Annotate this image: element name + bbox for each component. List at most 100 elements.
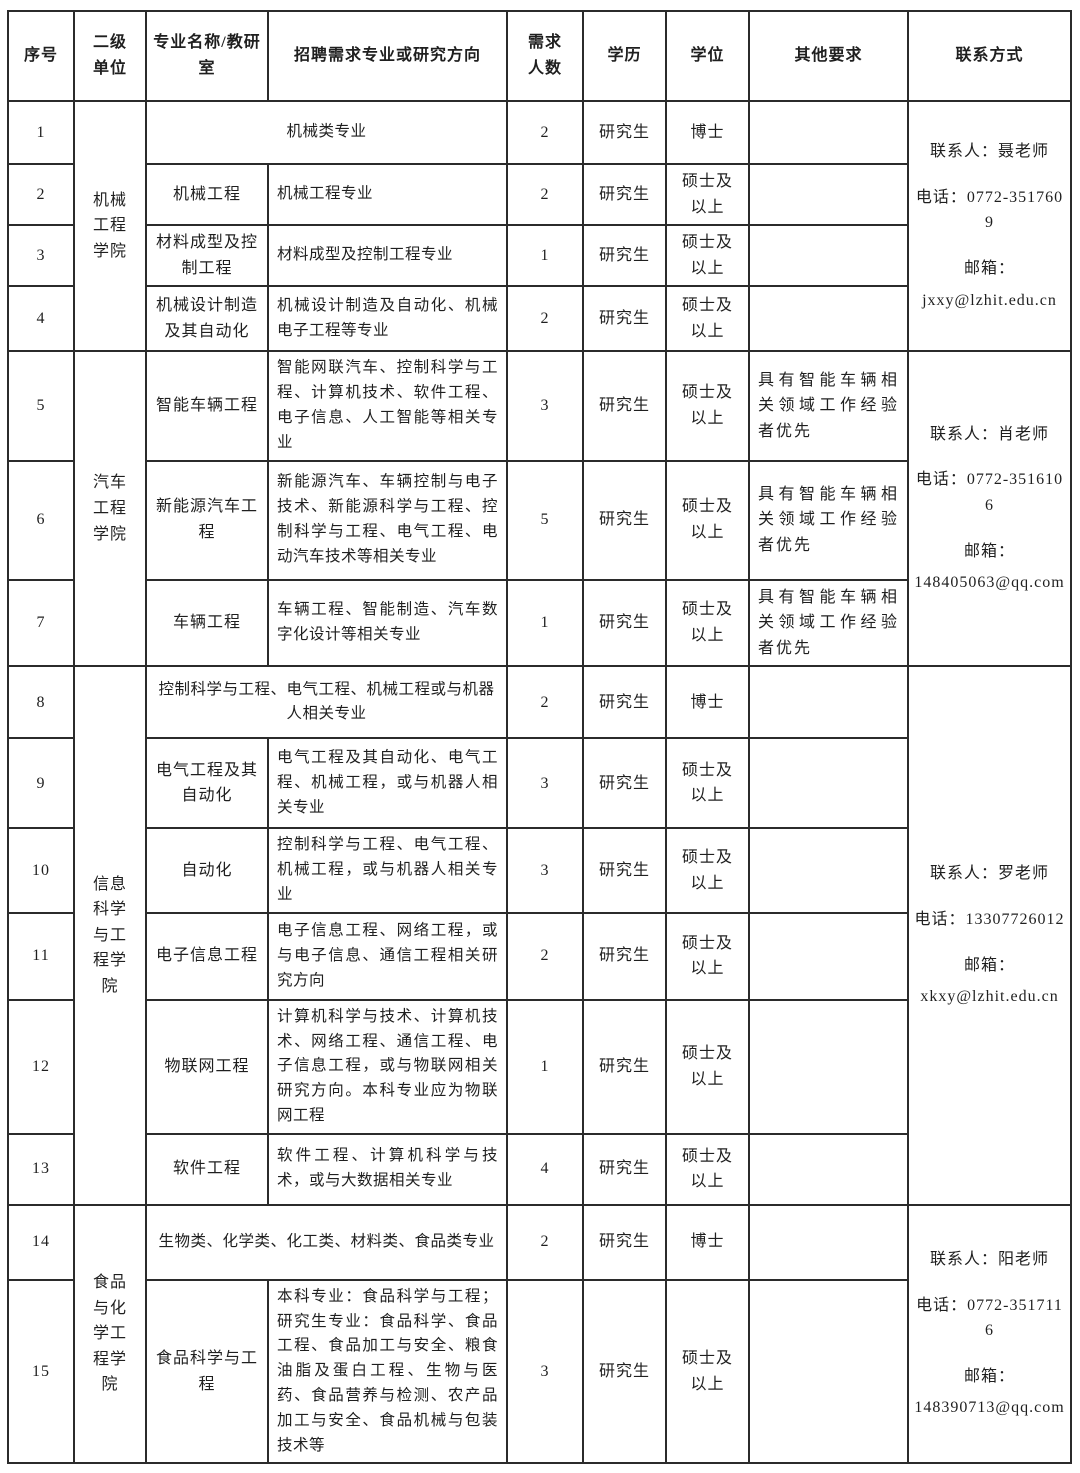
education-cell: 研究生 bbox=[582, 224, 667, 288]
degree-cell: 硕士及以上 bbox=[665, 911, 750, 1001]
header-other: 其他要求 bbox=[748, 10, 909, 102]
other-cell bbox=[748, 100, 909, 165]
major-cell: 电子信息工程 bbox=[145, 911, 269, 1001]
count-cell: 1 bbox=[506, 224, 584, 288]
other-cell bbox=[748, 1278, 909, 1465]
contact-cell: 联系人：罗老师 电话：13307726012 邮箱： xkxy@lzhit.ed… bbox=[907, 665, 1072, 1206]
contact-phone: 电话：0772-3517609 bbox=[915, 188, 1064, 232]
serial-cell: 13 bbox=[7, 1132, 75, 1206]
serial-cell: 8 bbox=[7, 665, 75, 740]
count-cell: 2 bbox=[506, 285, 584, 353]
degree-cell: 硕士及以上 bbox=[665, 578, 750, 668]
other-cell bbox=[748, 665, 909, 740]
major-cell: 电气工程及其自动化 bbox=[145, 737, 269, 830]
degree-cell: 硕士及以上 bbox=[665, 737, 750, 830]
other-cell bbox=[748, 827, 909, 914]
other-cell: 具有智能车辆相关领域工作经验者优先 bbox=[748, 350, 909, 462]
demand-cell: 控制科学与工程、电气工程、机械工程或与机器人相关专业 bbox=[145, 665, 508, 740]
count-cell: 3 bbox=[506, 827, 584, 914]
demand-cell: 车辆工程、智能制造、汽车数字化设计等相关专业 bbox=[267, 578, 508, 668]
count-cell: 2 bbox=[506, 1203, 584, 1281]
serial-cell: 10 bbox=[7, 827, 75, 914]
demand-cell: 软件工程、计算机科学与技术，或与大数据相关专业 bbox=[267, 1132, 508, 1206]
degree-cell: 硕士及以上 bbox=[665, 827, 750, 914]
header-education: 学历 bbox=[582, 10, 667, 102]
table-row: 14 食品与化学工程学院 生物类、化学类、化工类、材料类、食品类专业 2 研究生… bbox=[7, 1203, 1072, 1465]
degree-cell: 硕士及以上 bbox=[665, 1132, 750, 1206]
other-cell bbox=[748, 1132, 909, 1206]
other-cell bbox=[748, 911, 909, 1001]
education-cell: 研究生 bbox=[582, 578, 667, 668]
header-unit: 二级单位 bbox=[73, 10, 147, 102]
count-cell: 3 bbox=[506, 350, 584, 462]
other-cell bbox=[748, 998, 909, 1135]
major-cell: 物联网工程 bbox=[145, 998, 269, 1135]
demand-cell: 智能网联汽车、控制科学与工程、计算机技术、软件工程、电子信息、人工智能等相关专业 bbox=[267, 350, 508, 462]
demand-cell: 控制科学与工程、电气工程、机械工程，或与机器人相关专业 bbox=[267, 827, 508, 914]
contact-block: 联系人：肖老师 电话：0772-3516106 邮箱： 148405063@qq… bbox=[913, 422, 1066, 596]
other-cell bbox=[748, 285, 909, 353]
contact-person: 联系人：肖老师 bbox=[929, 425, 1049, 443]
table-row: 2 机械工程 机械工程专业 2 研究生 硕士及以上 bbox=[7, 162, 1071, 227]
contact-phone: 电话：0772-3516106 bbox=[915, 471, 1064, 515]
education-cell: 研究生 bbox=[582, 911, 667, 1001]
contact-email: 148405063@qq.com bbox=[914, 574, 1065, 592]
serial-cell: 9 bbox=[7, 737, 75, 830]
major-cell: 食品科学与工程 bbox=[145, 1278, 269, 1465]
major-cell: 车辆工程 bbox=[145, 578, 269, 668]
table-row: 9 电气工程及其自动化 电气工程及其自动化、电气工程、机械工程，或与机器人相关专… bbox=[7, 737, 1071, 830]
education-cell: 研究生 bbox=[582, 827, 667, 914]
other-cell: 具有智能车辆相关领域工作经验者优先 bbox=[748, 578, 909, 668]
count-cell: 2 bbox=[506, 162, 584, 227]
serial-cell: 6 bbox=[7, 459, 75, 581]
table-row: 12 物联网工程 计算机科学与技术、计算机技术、网络工程、通信工程、电子信息工程… bbox=[7, 998, 1071, 1135]
serial-cell: 15 bbox=[7, 1278, 75, 1465]
education-cell: 研究生 bbox=[582, 1203, 667, 1281]
table-row: 1 机械工程学院 机械类专业 2 研究生 博士 联系人：聂老师 电话：0772-… bbox=[7, 99, 1072, 353]
contact-email-label: 邮箱： bbox=[963, 542, 1015, 560]
table-row: 8 信息科学与工程学院 控制科学与工程、电气工程、机械工程或与机器人相关专业 2… bbox=[7, 665, 1072, 1206]
major-cell: 机械工程 bbox=[145, 162, 269, 227]
contact-email-label: 邮箱： bbox=[963, 1367, 1015, 1385]
count-cell: 4 bbox=[506, 1132, 584, 1206]
demand-cell: 机械设计制造及自动化、机械电子工程等专业 bbox=[267, 285, 508, 353]
education-cell: 研究生 bbox=[582, 162, 667, 227]
other-cell bbox=[748, 224, 909, 288]
contact-email-label: 邮箱： bbox=[963, 956, 1015, 974]
degree-cell: 硕士及以上 bbox=[665, 285, 750, 353]
contact-email: 148390713@qq.com bbox=[914, 1399, 1065, 1417]
degree-cell: 硕士及以上 bbox=[665, 1278, 750, 1465]
demand-cell: 本科专业：食品科学与工程；研究生专业：食品科学、食品工程、食品加工与安全、粮食油… bbox=[267, 1278, 508, 1465]
contact-email: xkxy@lzhit.edu.cn bbox=[920, 988, 1059, 1006]
header-major: 专业名称/教研室 bbox=[145, 10, 269, 102]
recruitment-table: 序号 二级单位 专业名称/教研室 招聘需求专业或研究方向 需求人数 学历 学位 … bbox=[7, 10, 1072, 1465]
education-cell: 研究生 bbox=[582, 665, 667, 740]
count-cell: 3 bbox=[506, 1278, 584, 1465]
education-cell: 研究生 bbox=[582, 350, 667, 462]
unit-cell: 汽车工程学院 bbox=[73, 350, 147, 668]
demand-cell: 生物类、化学类、化工类、材料类、食品类专业 bbox=[145, 1203, 508, 1281]
education-cell: 研究生 bbox=[582, 100, 667, 165]
major-cell: 机械设计制造及其自动化 bbox=[145, 285, 269, 353]
degree-cell: 博士 bbox=[665, 1203, 750, 1281]
contact-person: 联系人：罗老师 bbox=[929, 865, 1049, 883]
table-row: 4 机械设计制造及其自动化 机械设计制造及自动化、机械电子工程等专业 2 研究生… bbox=[7, 285, 1071, 353]
contact-cell: 联系人：肖老师 电话：0772-3516106 邮箱： 148405063@qq… bbox=[907, 350, 1072, 668]
education-cell: 研究生 bbox=[582, 285, 667, 353]
degree-cell: 博士 bbox=[665, 665, 750, 740]
degree-cell: 硕士及以上 bbox=[665, 162, 750, 227]
demand-cell: 新能源汽车、车辆控制与电子技术、新能源科学与工程、控制科学与工程、电气工程、电动… bbox=[267, 459, 508, 581]
degree-cell: 硕士及以上 bbox=[665, 224, 750, 288]
degree-cell: 硕士及以上 bbox=[665, 459, 750, 581]
table-row: 7 车辆工程 车辆工程、智能制造、汽车数字化设计等相关专业 1 研究生 硕士及以… bbox=[7, 578, 1071, 668]
education-cell: 研究生 bbox=[582, 459, 667, 581]
unit-cell: 食品与化学工程学院 bbox=[73, 1203, 147, 1465]
count-cell: 2 bbox=[506, 100, 584, 165]
table-row: 11 电子信息工程 电子信息工程、网络工程，或与电子信息、通信工程相关研究方向 … bbox=[7, 911, 1071, 1001]
serial-cell: 2 bbox=[7, 162, 75, 227]
count-cell: 1 bbox=[506, 998, 584, 1135]
serial-cell: 12 bbox=[7, 998, 75, 1135]
header-serial: 序号 bbox=[7, 10, 75, 102]
header-demand: 招聘需求专业或研究方向 bbox=[267, 10, 508, 102]
